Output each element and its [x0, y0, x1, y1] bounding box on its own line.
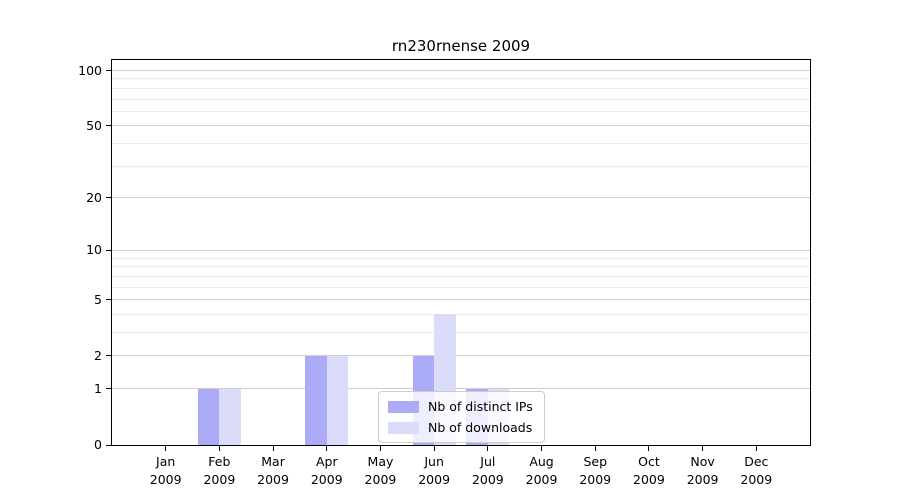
x-tick-label: Jul 2009: [453, 453, 523, 488]
downloads-swatch-icon: [388, 421, 419, 434]
y-tick-mark: [106, 355, 112, 357]
y-tick-label: 0: [94, 437, 102, 452]
y-tick-mark: [106, 197, 112, 199]
x-tick-label: Dec 2009: [721, 453, 791, 488]
gridline-minor: [112, 110, 810, 112]
x-tick-label: Oct 2009: [614, 453, 684, 488]
y-tick-mark: [106, 388, 112, 390]
gridline-minor: [112, 286, 810, 288]
x-tick-year: 2009: [686, 471, 719, 487]
gridline-major: [112, 388, 810, 390]
y-tick-label: 10: [86, 242, 102, 258]
gridline-minor: [112, 313, 810, 315]
y-tick-label: 50: [86, 117, 102, 133]
y-tick-label: 1: [94, 380, 102, 396]
gridline-minor: [112, 87, 810, 89]
gridline-major: [112, 197, 810, 199]
x-tick-label: Sep 2009: [560, 453, 630, 488]
x-tick-label: Jan 2009: [131, 453, 201, 488]
y-tick-mark: [106, 444, 112, 446]
gridline-minor: [112, 266, 810, 268]
distinct-ips-swatch-icon: [388, 400, 419, 413]
x-tick-mark: [648, 446, 650, 451]
y-tick-mark: [106, 70, 112, 72]
y-tick-label: 2: [94, 347, 102, 363]
y-tick-label: 20: [86, 189, 102, 205]
gridline-major: [112, 299, 810, 301]
x-tick-year: 2009: [203, 471, 236, 487]
x-tick-mark: [326, 446, 328, 451]
x-tick-mark: [165, 446, 167, 451]
bar-distinct-ips-feb: [197, 388, 220, 445]
legend: Nb of distinct IPs Nb of downloads: [378, 391, 545, 443]
bar-distinct-ips-apr: [305, 355, 327, 445]
gridline-major: [112, 249, 810, 251]
x-tick-label: Mar 2009: [238, 453, 308, 488]
x-tick-year: 2009: [579, 471, 612, 487]
gridline-minor: [112, 143, 810, 145]
x-tick-label: May 2009: [345, 453, 415, 488]
bar-downloads-feb: [219, 388, 241, 445]
gridline-major: [112, 355, 810, 357]
x-tick-mark: [594, 446, 596, 451]
y-tick-label: 100: [78, 62, 102, 78]
x-tick-mark: [702, 446, 704, 451]
x-tick-mark: [541, 446, 543, 451]
y-tick-mark: [106, 249, 112, 251]
x-tick-mark: [379, 446, 381, 451]
gridline-minor: [112, 257, 810, 259]
gridline-major: [112, 125, 810, 127]
x-tick-year: 2009: [364, 471, 397, 487]
legend-label: Nb of distinct IPs: [428, 399, 533, 414]
y-tick-mark: [106, 299, 112, 301]
x-tick-year: 2009: [257, 471, 289, 487]
x-tick-year: 2009: [471, 471, 504, 487]
x-tick-year: 2009: [633, 471, 665, 487]
bar-downloads-apr: [326, 355, 349, 445]
gridline-major: [112, 70, 810, 72]
x-tick-label: Feb 2009: [184, 453, 254, 488]
x-tick-mark: [487, 446, 489, 451]
legend-label: Nb of downloads: [428, 420, 533, 435]
x-tick-mark: [272, 446, 274, 451]
x-tick-mark: [433, 446, 435, 451]
x-tick-label: Nov 2009: [668, 453, 738, 488]
gridline-minor: [112, 78, 810, 80]
x-tick-label: Apr 2009: [292, 453, 362, 488]
x-tick-mark: [755, 446, 757, 451]
chart-title: rn230rnense 2009: [391, 37, 531, 55]
gridline-minor: [112, 98, 810, 100]
y-tick-mark: [106, 125, 112, 127]
y-tick-label: 5: [94, 291, 102, 307]
x-tick-label: Jun 2009: [399, 453, 469, 488]
x-tick-year: 2009: [525, 471, 558, 487]
gridline-minor: [112, 275, 810, 277]
gridline-minor: [112, 165, 810, 167]
x-tick-year: 2009: [418, 471, 451, 487]
x-tick-label: Aug 2009: [507, 453, 577, 488]
x-tick-year: 2009: [740, 471, 773, 487]
x-tick-year: 2009: [310, 471, 343, 487]
legend-entry-downloads: Nb of downloads: [388, 420, 535, 435]
legend-entry-distinct-ips: Nb of distinct IPs: [388, 399, 535, 414]
gridline-minor: [112, 332, 810, 334]
x-tick-year: 2009: [149, 471, 182, 487]
x-tick-mark: [218, 446, 220, 451]
